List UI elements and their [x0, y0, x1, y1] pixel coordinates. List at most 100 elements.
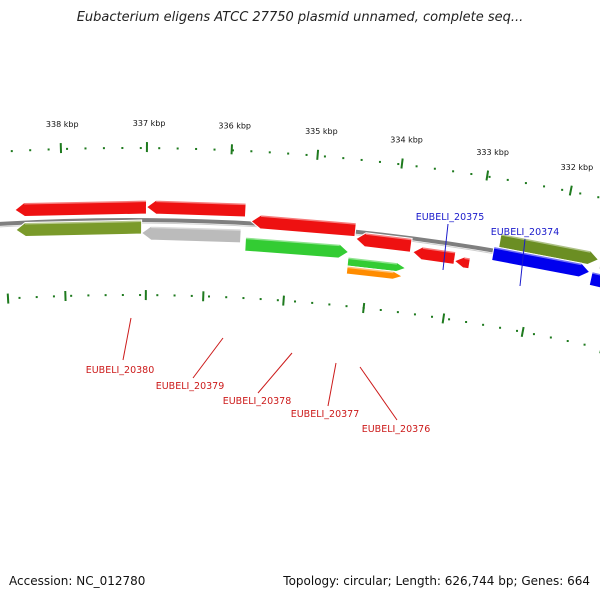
ruler-dot: [268, 151, 271, 154]
gene-arrow-EUBELI_20378: [345, 265, 404, 280]
ruler-dot: [323, 155, 326, 158]
gene-label-leader: [442, 223, 449, 271]
ruler-dot: [452, 170, 455, 173]
ruler-major-tick: [316, 149, 320, 160]
inner-ruler-dot: [87, 294, 90, 297]
inner-ruler-dot: [448, 318, 451, 321]
inner-ruler-dot: [173, 294, 176, 297]
ruler-dot: [506, 178, 509, 181]
gene-arrow: [588, 271, 600, 289]
ruler-dot: [66, 147, 69, 150]
ruler-label: 332 kbp: [561, 163, 594, 172]
gene-arrow-sheen: [493, 246, 582, 266]
ruler-major-tick: [485, 170, 490, 181]
gene-label-leader: [257, 352, 293, 394]
ruler-major-tick: [568, 185, 573, 196]
gene-arrow: [145, 199, 247, 218]
gene-arrow-sheen: [151, 226, 242, 231]
inner-ruler-dot: [345, 305, 348, 308]
inner-ruler-dot: [121, 294, 124, 297]
gene-arrow: [453, 256, 472, 270]
ruler-dot: [433, 167, 436, 170]
inner-ruler-dot: [465, 321, 468, 324]
inner-ruler-dot: [566, 340, 569, 343]
ruler-label: 338 kbp: [46, 120, 79, 129]
topology-summary: Topology: circular; Length: 626,744 bp; …: [283, 574, 590, 588]
gene-arrow-sheen: [347, 257, 398, 265]
gene-label: EUBELI_20378: [223, 396, 292, 407]
ruler-label: 337 kbp: [133, 119, 166, 128]
inner-ruler-dot: [583, 343, 586, 346]
inner-ruler-dot: [104, 294, 107, 297]
gene-arrow: [491, 245, 591, 278]
inner-ruler-dot: [156, 294, 159, 297]
ruler-dot: [305, 153, 308, 156]
gene-label: EUBELI_20375: [416, 212, 485, 223]
ruler-major-tick: [400, 158, 404, 169]
inner-ruler-dot: [396, 311, 399, 314]
gene-arrow: [250, 214, 357, 238]
gene-arrow-EUBELI_20379-sheen: [245, 237, 340, 247]
ruler-dot: [250, 150, 253, 153]
ruler-dot: [360, 158, 363, 161]
ruler-dot: [213, 148, 216, 151]
gene-arrow-sheen: [365, 232, 413, 241]
inner-ruler-dot: [242, 297, 245, 300]
inner-ruler-dot: [482, 323, 485, 326]
ruler-dot: [543, 185, 546, 188]
gene-arrow-sheen: [464, 256, 471, 260]
ruler-dot: [176, 147, 179, 150]
ruler-label: 336 kbp: [218, 121, 251, 130]
ruler-dot: [10, 150, 13, 153]
ruler-dot: [29, 149, 32, 152]
ruler-dot: [470, 173, 473, 176]
inner-ruler-dot: [516, 329, 519, 332]
inner-ruler-dot: [328, 303, 331, 306]
gene-arrow-EUBELI_20375: [498, 232, 600, 266]
inner-ruler-dot: [35, 296, 38, 299]
inner-ruler-dot: [431, 315, 434, 318]
gene-label: EUBELI_20376: [362, 424, 431, 435]
gene-arrow-EUBELI_20380-sheen: [25, 220, 142, 225]
gene-label-leader: [327, 362, 337, 407]
inner-ruler-dot: [225, 296, 228, 299]
ruler-dot: [139, 147, 142, 150]
gene-arrow: [140, 225, 242, 244]
gene-arrow-EUBELI_20375-sheen: [500, 233, 591, 253]
gene-arrow: [346, 256, 408, 273]
gene-label: EUBELI_20374: [491, 227, 560, 238]
gene-label: EUBELI_20377: [291, 409, 360, 420]
ruler-dot: [597, 196, 600, 199]
ruler-label: 333 kbp: [476, 148, 509, 157]
ruler-dot: [231, 149, 234, 152]
inner-major-tick: [520, 326, 525, 338]
gene-arrow-sheen: [156, 200, 247, 206]
gene-label: EUBELI_20380: [86, 365, 155, 376]
inner-ruler-dot: [549, 336, 552, 339]
ruler-label: 334 kbp: [390, 136, 423, 145]
gene-arrow: [355, 232, 413, 253]
gene-label-leader: [359, 366, 398, 421]
backbone-highlight: [0, 222, 509, 257]
accession-text: Accession: NC_012780: [9, 574, 146, 588]
gene-label-leader: [519, 238, 526, 287]
gene-arrow-sheen: [260, 214, 357, 225]
ruler-dot: [579, 192, 582, 195]
gene-arrow-EUBELI_20378-sheen: [346, 266, 394, 274]
gene-arrow-sheen: [422, 246, 456, 254]
gene-arrow-EUBELI_20379: [244, 236, 350, 259]
gene-arrow-sheen: [24, 200, 147, 205]
ruler-dot: [561, 188, 564, 191]
inner-ruler-dot: [413, 313, 416, 316]
gene-label-leader: [122, 317, 132, 361]
inner-major-tick: [441, 313, 446, 324]
gene-label-leader: [192, 337, 224, 379]
ruler-dot: [84, 147, 87, 150]
ruler-dot: [121, 147, 124, 150]
ruler-label: 335 kbp: [305, 127, 338, 136]
ruler-dot: [195, 147, 198, 150]
inner-ruler-dot: [18, 296, 21, 299]
inner-ruler-dot: [52, 295, 55, 298]
inner-ruler-dot: [294, 300, 297, 303]
